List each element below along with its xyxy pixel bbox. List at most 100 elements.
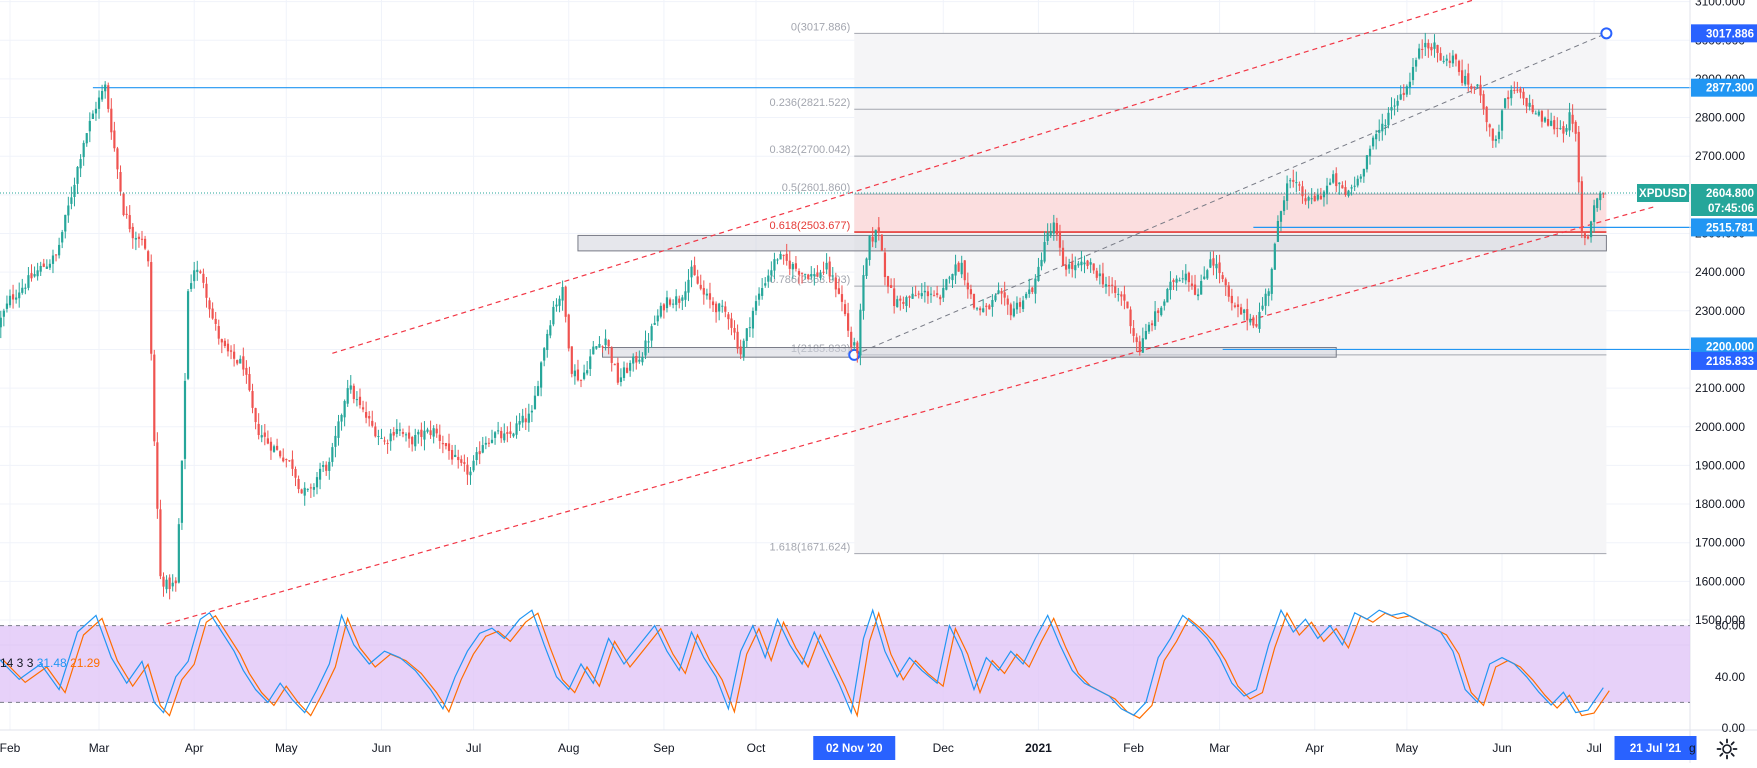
candle-body (1138, 341, 1141, 353)
candle-body (58, 244, 61, 256)
candle-body (297, 478, 300, 490)
candle-body (404, 434, 408, 436)
candle (153, 349, 156, 447)
candle (156, 432, 159, 519)
candle-body (533, 395, 537, 410)
candle (899, 295, 902, 311)
candle (936, 285, 939, 298)
candle (162, 572, 165, 597)
candle-body (1540, 111, 1544, 122)
candle-body (1329, 182, 1332, 185)
candle (1101, 262, 1105, 288)
candle (358, 388, 362, 409)
candle (454, 444, 457, 458)
candle (503, 423, 506, 443)
candle-body (951, 274, 954, 281)
candle-body (843, 304, 847, 315)
candle-body (1464, 75, 1467, 85)
candle (168, 574, 171, 600)
candle-body (696, 276, 699, 284)
candle (174, 577, 177, 592)
symbol-tag-label: XPDUSD (1639, 188, 1687, 200)
candle-body (506, 432, 509, 434)
candle (641, 352, 644, 366)
candle (1332, 170, 1335, 184)
candle (325, 461, 328, 476)
chart-settings-gear-icon[interactable] (1716, 738, 1738, 760)
candle (966, 272, 969, 299)
candle-body (21, 287, 24, 293)
candle-body (484, 442, 487, 445)
candle-body (954, 264, 957, 276)
candle-body (1049, 231, 1052, 236)
candle-body (868, 235, 871, 260)
candle (1580, 176, 1583, 239)
candle-body (1012, 308, 1015, 317)
candle-body (248, 374, 251, 391)
price-tag-label: 2515.781 (1706, 222, 1755, 234)
candle (432, 425, 435, 444)
candle (650, 323, 653, 348)
candle-body (285, 459, 288, 461)
candle (177, 518, 180, 584)
candle (1074, 256, 1077, 279)
candle-body (205, 283, 208, 298)
candle-body (739, 346, 742, 355)
stochastic-k-line (0, 608, 1604, 716)
candle (1295, 171, 1298, 192)
candle (1089, 258, 1092, 273)
price-axis-tick-label: 2000.000 (1695, 420, 1745, 434)
candle (739, 339, 742, 360)
candle (902, 296, 905, 309)
candle-body (902, 301, 905, 304)
candle (1335, 167, 1338, 193)
candle (1378, 119, 1381, 142)
candle-body (263, 432, 266, 437)
candle-body (1322, 191, 1326, 198)
candle-body (168, 577, 171, 590)
candle (558, 295, 561, 313)
candle (438, 424, 441, 449)
candle-body (94, 108, 98, 114)
candle-body (727, 314, 730, 320)
candle (770, 261, 773, 283)
candle (1095, 267, 1098, 281)
candle-body (1058, 232, 1062, 248)
candle (1068, 258, 1071, 274)
candle-body (312, 487, 316, 490)
candle-body (1473, 86, 1476, 88)
candle (1528, 94, 1531, 111)
candle-body (1461, 70, 1464, 83)
candle-body (269, 441, 273, 451)
candle (450, 444, 454, 465)
candle (1461, 59, 1464, 86)
candle-body (761, 288, 764, 296)
candle-body (942, 288, 945, 298)
candle (598, 336, 601, 348)
candle-body (1424, 42, 1427, 48)
candle (447, 433, 451, 460)
candle (601, 345, 604, 353)
fib-retracement-area (854, 33, 1607, 554)
candle-body (929, 293, 933, 295)
candle-body (889, 285, 893, 288)
candle-body (1172, 280, 1175, 283)
candle (1025, 291, 1028, 300)
candle (389, 428, 392, 451)
candle-body (85, 133, 88, 144)
candle-body (1525, 97, 1528, 107)
candle (248, 366, 251, 392)
candle-body (865, 258, 868, 276)
candle (1550, 112, 1553, 127)
candle (398, 422, 401, 437)
candle-body (1089, 262, 1092, 265)
candle-body (613, 364, 616, 366)
candle (334, 425, 337, 458)
candle-body (917, 293, 920, 295)
candle-body (512, 433, 515, 437)
candle-body (1596, 198, 1599, 208)
candle-body (1553, 120, 1556, 130)
candle-body (1494, 139, 1497, 141)
